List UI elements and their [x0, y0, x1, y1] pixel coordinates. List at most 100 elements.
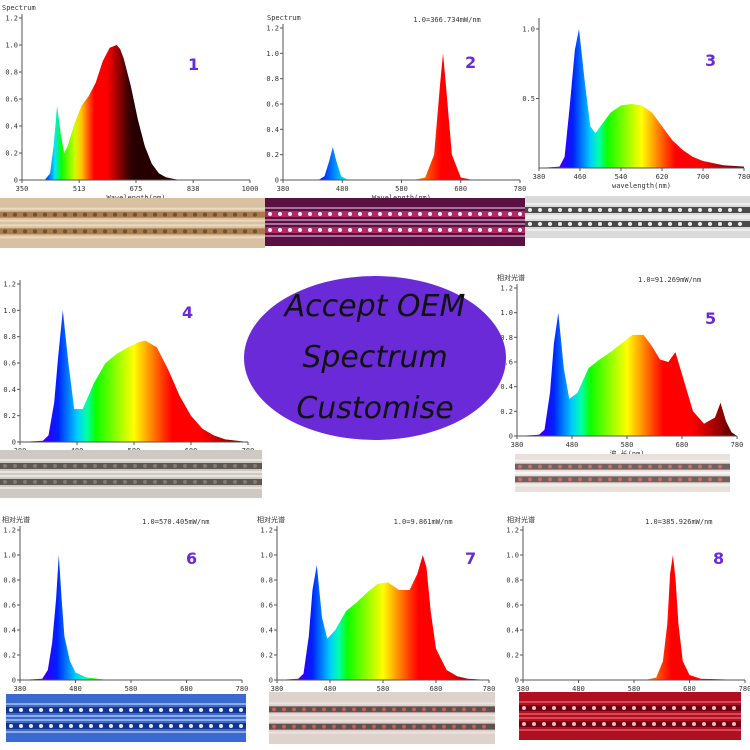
x-tick-label: 780	[236, 685, 249, 693]
x-tick-label: 580	[125, 685, 138, 693]
y-tick-label: 0	[275, 177, 279, 185]
y-tick-label: 0	[14, 177, 18, 185]
y-tick-label: 0.4	[260, 627, 273, 635]
x-tick-label: 780	[738, 173, 750, 181]
x-tick-label: 780	[739, 685, 750, 693]
x-tick-label: 580	[395, 185, 408, 193]
x-tick-label: 380	[533, 173, 546, 181]
y-tick-label: 0.5	[522, 95, 535, 103]
scale-note: 1.0=366.734mW/nm	[413, 16, 480, 24]
x-tick-label: 680	[430, 685, 443, 693]
scale-note: 1.0=385.926mW/nm	[645, 518, 712, 526]
x-tick-label: 480	[69, 685, 82, 693]
led-strip-image	[0, 450, 262, 498]
y-tick-label: 0.2	[506, 652, 519, 660]
led-strip-image	[515, 454, 730, 492]
y-tick-label: 0.6	[3, 360, 16, 368]
oem-banner: Accept OEM Spectrum Customise	[244, 276, 506, 440]
x-tick-label: 680	[180, 685, 193, 693]
y-tick-label: 1.0	[506, 552, 519, 560]
chart-number-badge: 2	[465, 53, 476, 72]
spectrum-area-7	[277, 555, 489, 680]
spectrum-panel-1: 350 513 675 838 1000 0 0.2 0.4 0.6 0.8 1.0 1.2 Spect…	[0, 0, 265, 262]
y-tick-label: 0.4	[506, 627, 519, 635]
x-tick-label: 540	[615, 173, 628, 181]
x-tick-label: 780	[731, 441, 744, 449]
y-tick-label: 0.8	[3, 577, 16, 585]
oem-banner-line-3: Customise	[296, 391, 454, 426]
led-strip-image	[6, 694, 246, 742]
y-tick-label: 0.6	[5, 96, 18, 104]
spectrum-panel-3: 380 460 540 620 700 780 0.5 1.0 wavelength(nm) 3	[522, 0, 750, 262]
led-strip-image	[269, 692, 495, 744]
series-label: 相对光谱	[257, 515, 285, 524]
x-tick-label: 380	[517, 685, 530, 693]
spectrum-panel-6: 380 480 580 680 780 0 0.2 0.4 0.6 0.8 1.0 1.2 相对光谱 1.…	[0, 512, 250, 750]
y-tick-label: 0.2	[260, 652, 273, 660]
chart-number-badge: 4	[182, 303, 193, 322]
x-tick-label: 680	[454, 185, 467, 193]
x-tick-label: 380	[277, 185, 290, 193]
y-tick-label: 1.2	[260, 527, 273, 535]
x-tick-label: 675	[130, 185, 143, 193]
y-tick-label: 1.2	[3, 281, 16, 289]
x-axis-label: wavelength(nm)	[612, 182, 671, 190]
series-label: 相对光谱	[497, 273, 525, 282]
y-tick-label: 0.8	[506, 577, 519, 585]
y-tick-label: 0	[12, 439, 16, 447]
spectrum-area-6	[20, 555, 242, 680]
series-label: 相对光谱	[2, 515, 30, 524]
series-label: 相对光谱	[507, 515, 535, 524]
chart-number-badge: 7	[465, 549, 476, 568]
y-tick-label: 0.4	[266, 126, 279, 134]
spectrum-chart-7: 380 480 580 680 780 0 0.2 0.4 0.6 0.8 1.0 1.2 相对光谱 1.…	[257, 515, 496, 744]
y-tick-label: 0	[509, 433, 513, 441]
spectrum-chart-6: 380 480 580 680 780 0 0.2 0.4 0.6 0.8 1.0 1.2 相对光谱 1.…	[2, 515, 249, 742]
x-tick-label: 780	[483, 685, 496, 693]
y-tick-label: 1.2	[506, 527, 519, 535]
y-tick-label: 1.0	[266, 50, 279, 58]
series-label: Spectrum	[2, 4, 36, 12]
spectrum-area-4	[20, 310, 248, 442]
spectrum-chart-1: 350 513 675 838 1000 0 0.2 0.4 0.6 0.8 1.0 1.2 Spect…	[0, 4, 265, 248]
y-tick-label: 0.2	[3, 412, 16, 420]
spectrum-chart-2: 380 480 580 680 780 0 0.2 0.4 0.6 0.8 1.0 1.2 Spectr…	[265, 14, 527, 246]
spectrum-chart-3: 380 460 540 620 700 780 0.5 1.0 wavelength(nm) 3	[522, 18, 750, 238]
x-tick-label: 838	[187, 185, 200, 193]
x-tick-label: 780	[514, 185, 527, 193]
x-tick-label: 380	[14, 685, 27, 693]
y-tick-label: 1.0	[522, 25, 535, 33]
led-strip-image	[265, 198, 525, 246]
spectrum-panel-5: 380 480 580 680 780 0 0.2 0.4 0.6 0.8 1.0 1.2 相对光谱 1.…	[495, 262, 750, 507]
spectrum-panel-7: 380 480 580 680 780 0 0.2 0.4 0.6 0.8 1.0 1.2 相对光谱 1.…	[255, 512, 500, 750]
spectrum-panel-2: 380 480 580 680 780 0 0.2 0.4 0.6 0.8 1.0 1.2 Spectr…	[265, 0, 527, 262]
x-tick-label: 380	[511, 441, 524, 449]
y-tick-label: 0.8	[3, 333, 16, 341]
y-tick-label: 0.6	[500, 359, 513, 367]
spectrum-area-3	[539, 29, 744, 168]
x-tick-label: 350	[16, 185, 29, 193]
x-tick-label: 380	[271, 685, 284, 693]
y-tick-label: 0.2	[3, 652, 16, 660]
x-tick-label: 1000	[242, 185, 259, 193]
y-tick-label: 0.2	[500, 408, 513, 416]
led-strip-image	[525, 196, 750, 238]
x-tick-label: 460	[574, 173, 587, 181]
chart-number-badge: 6	[186, 549, 197, 568]
scale-note: 1.0=91.269mW/nm	[638, 276, 701, 284]
y-tick-label: 0.8	[266, 75, 279, 83]
y-tick-label: 0.8	[260, 577, 273, 585]
y-tick-label: 1.0	[500, 309, 513, 317]
y-tick-label: 0.6	[506, 602, 519, 610]
x-tick-label: 480	[566, 441, 579, 449]
series-label: Spectrum	[267, 14, 301, 22]
scale-note: 1.0=570.405mW/nm	[142, 518, 209, 526]
spectrum-chart-8: 380 480 580 680 780 0 0.2 0.4 0.6 0.8 1.0 1.2 相对光谱 1.…	[506, 515, 750, 740]
x-tick-label: 513	[73, 185, 86, 193]
spectrum-panel-8: 380 480 580 680 780 0 0.2 0.4 0.6 0.8 1.0 1.2 相对光谱 1.…	[505, 512, 750, 750]
chart-number-badge: 8	[713, 549, 724, 568]
oem-banner-line-2: Spectrum	[302, 340, 448, 375]
y-tick-label: 0	[269, 677, 273, 685]
y-tick-label: 1.2	[5, 15, 18, 23]
